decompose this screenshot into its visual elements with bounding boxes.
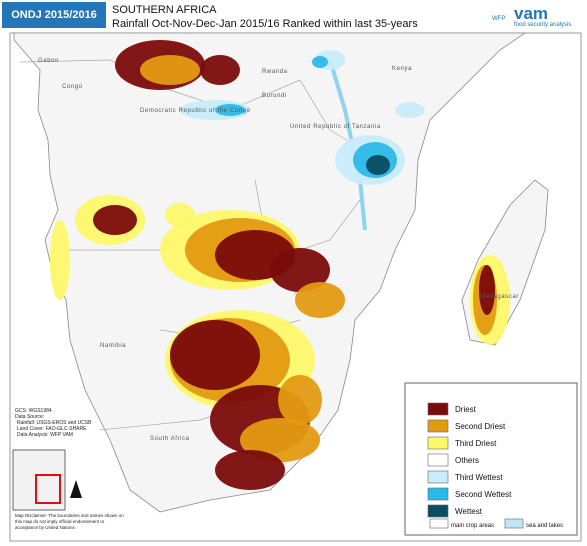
source-note: Data Analysis: WFP VAM (17, 432, 73, 438)
inset-map (12, 449, 66, 511)
legend-label: Third Wettest (455, 473, 503, 482)
rainfall-patch (93, 205, 137, 235)
rainfall-patch (479, 265, 495, 315)
country-label: South Africa (150, 436, 190, 442)
legend-label: Second Driest (455, 422, 506, 431)
rainfall-patch (270, 248, 330, 292)
legend-swatch (427, 419, 449, 433)
country-label: Kenya (392, 66, 412, 72)
source-note: GCS: WGS1984 (15, 408, 52, 414)
rainfall-patch (215, 104, 245, 116)
subtitle: Rainfall Oct-Nov-Dec-Jan 2015/16 Ranked … (112, 18, 418, 30)
rainfall-patch (50, 220, 70, 300)
north-arrow (70, 480, 82, 498)
legend-label: sea and lakes (526, 523, 563, 529)
rainfall-patch (278, 375, 322, 425)
legend-label: Others (455, 456, 479, 465)
legend-label: Second Wettest (455, 490, 512, 499)
source-note: Rainfall: USGS-EROS and UCSB (17, 420, 92, 426)
logo-tagline: food security analysis (514, 22, 572, 28)
country-label: Burundi (262, 93, 287, 99)
inset-highlight (35, 474, 61, 504)
badge: ONDJ 2015/2016 (2, 2, 106, 28)
legend-label: Driest (455, 405, 477, 414)
legend-swatch (504, 518, 524, 529)
legend-swatch (427, 487, 449, 501)
logo-agency: WFP (492, 16, 506, 22)
legend-swatch (427, 470, 449, 484)
rainfall-patch (215, 450, 285, 490)
legend-swatch (427, 504, 449, 518)
disclaimer: Map Disclaimer: The boundaries and names… (15, 513, 124, 530)
rainfall-patch (366, 155, 390, 175)
rainfall-patch (170, 320, 260, 390)
country-label: Madagascar (480, 294, 519, 300)
country-label: Democratic Republic of the Congo (140, 108, 251, 114)
legend-label: Wettest (455, 507, 483, 516)
logo-brand: vam (514, 4, 549, 23)
rainfall-patch (295, 282, 345, 318)
legend-swatch (427, 436, 449, 450)
rainfall-patch (165, 203, 195, 227)
rainfall-patch (200, 55, 240, 85)
country-label: Gabon (38, 58, 59, 64)
source-note: Land Cover: FAO-GLC-SHARE (17, 426, 87, 432)
country-label: Congo (62, 84, 83, 90)
country-label: United Republic of Tanzania (290, 124, 381, 130)
legend-swatch (429, 518, 449, 529)
rainfall-patch (140, 55, 200, 85)
legend-label: main crop areas (451, 523, 494, 529)
source-note: Data Source: (15, 414, 44, 420)
legend-label: Third Driest (455, 439, 497, 448)
legend-swatch (427, 453, 449, 467)
country-label: Rwanda (262, 69, 288, 75)
rainfall-patch (312, 56, 328, 68)
country-label: Namibia (100, 343, 126, 349)
rainfall-patch (395, 102, 425, 118)
title: SOUTHERN AFRICA (112, 4, 217, 16)
legend-swatch (427, 402, 449, 416)
